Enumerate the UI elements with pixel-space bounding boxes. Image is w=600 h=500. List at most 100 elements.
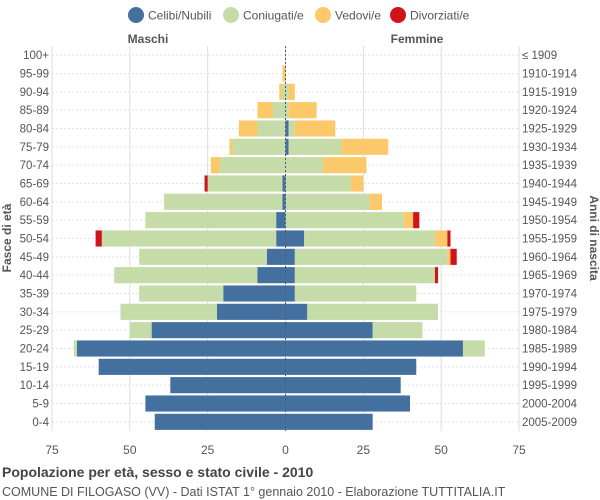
birth-year-label-13: 1970-1974 — [522, 289, 578, 301]
bar-male-divorziati-65-69 — [204, 175, 208, 192]
bar-female-nubili-75-79 — [285, 138, 289, 155]
bar-male-vedovi-75-79 — [229, 138, 233, 155]
bar-female-coniugate-20-24 — [462, 340, 485, 357]
bar-male-celibi-30-34 — [217, 303, 286, 320]
bar-male-divorziati-50-54 — [95, 230, 102, 247]
birth-year-label-17: 1990-1994 — [522, 362, 578, 374]
bar-male-celibi-15-19 — [98, 358, 286, 375]
bar-male-celibi-55-59 — [276, 212, 286, 229]
bar-female-coniugate-90-94 — [285, 83, 289, 100]
bar-female-coniugate-25-29 — [372, 322, 423, 339]
legend-label-3: Divorziati/e — [410, 9, 470, 23]
y-axis-title-left: Fasce di età — [0, 203, 14, 272]
bar-female-nubili-0-4 — [285, 413, 373, 430]
bar-male-coniugati-65-69 — [207, 175, 283, 192]
birth-year-label-1: 1910-1914 — [522, 69, 578, 81]
age-label-15: 25-29 — [20, 325, 49, 337]
age-label-9: 55-59 — [20, 215, 49, 227]
age-label-0: 100+ — [23, 50, 49, 62]
birth-year-label-9: 1950-1954 — [522, 215, 578, 227]
legend-marker-0 — [128, 7, 144, 23]
bar-female-nubili-50-54 — [285, 230, 305, 247]
age-label-20: 0-4 — [32, 417, 49, 429]
bar-female-vedove-60-64 — [369, 193, 383, 210]
birth-year-label-16: 1985-1989 — [522, 344, 577, 356]
bar-female-nubili-80-84 — [285, 120, 289, 137]
bar-male-celibi-0-4 — [154, 413, 286, 430]
age-label-13: 35-39 — [20, 289, 49, 301]
header-femmine: Femmine — [391, 32, 444, 46]
bar-male-coniugati-20-24 — [73, 340, 77, 357]
bar-female-vedove-50-54 — [434, 230, 448, 247]
birth-year-label-14: 1975-1979 — [522, 307, 577, 319]
x-tick-label-2: 25 — [201, 443, 215, 457]
bar-male-celibi-35-39 — [223, 285, 286, 302]
birth-year-label-15: 1980-1984 — [522, 325, 578, 337]
bar-female-coniugate-85-89 — [285, 102, 289, 119]
chart-title: Popolazione per età, sesso e stato civil… — [2, 464, 314, 480]
bar-male-coniugati-55-59 — [145, 212, 277, 229]
bar-female-nubili-25-29 — [285, 322, 373, 339]
age-label-16: 20-24 — [20, 344, 50, 356]
y-axis-title-right: Anni di nascita — [587, 195, 600, 281]
age-label-2: 90-94 — [20, 87, 50, 99]
age-label-4: 80-84 — [20, 124, 50, 136]
bar-male-coniugati-40-44 — [114, 267, 258, 284]
birth-year-label-0: ≤ 1909 — [522, 50, 557, 62]
legend-label-1: Coniugati/e — [243, 9, 304, 23]
bar-male-coniugati-75-79 — [232, 138, 286, 155]
bar-male-celibi-60-64 — [282, 193, 286, 210]
birth-year-label-7: 1940-1944 — [522, 179, 578, 191]
bar-female-nubili-35-39 — [285, 285, 295, 302]
bar-female-vedove-75-79 — [341, 138, 389, 155]
age-label-1: 95-99 — [20, 69, 49, 81]
bar-male-coniugati-30-34 — [120, 303, 218, 320]
bar-female-coniugate-80-84 — [288, 120, 295, 137]
birth-year-label-10: 1955-1959 — [522, 234, 577, 246]
bar-male-coniugati-50-54 — [101, 230, 277, 247]
bar-male-vedovi-95-99 — [282, 65, 286, 82]
birth-year-label-20: 2005-2009 — [522, 417, 577, 429]
age-label-18: 10-14 — [20, 380, 50, 392]
bar-female-vedove-85-89 — [288, 102, 317, 119]
chart-subtitle: COMUNE DI FILOGASO (VV) - Dati ISTAT 1° … — [2, 485, 506, 499]
x-tick-label-4: 25 — [357, 443, 371, 457]
birth-year-label-4: 1925-1929 — [522, 124, 577, 136]
bar-male-vedovi-80-84 — [238, 120, 258, 137]
bar-male-coniugati-90-94 — [282, 83, 286, 100]
birth-year-label-8: 1945-1949 — [522, 197, 577, 209]
header-maschi: Maschi — [128, 32, 169, 46]
bar-male-vedovi-85-89 — [257, 102, 274, 119]
bar-female-nubili-15-19 — [285, 358, 417, 375]
legend-marker-2 — [315, 7, 331, 23]
age-label-19: 5-9 — [32, 399, 49, 411]
bar-female-divorziate-45-49 — [450, 248, 457, 265]
x-tick-label-5: 50 — [434, 443, 448, 457]
age-label-11: 45-49 — [20, 252, 49, 264]
bar-female-coniugate-75-79 — [288, 138, 342, 155]
birth-year-label-12: 1965-1969 — [522, 270, 577, 282]
age-label-5: 75-79 — [20, 142, 49, 154]
bar-female-coniugate-60-64 — [285, 193, 370, 210]
bar-male-coniugati-60-64 — [164, 193, 283, 210]
bar-male-celibi-40-44 — [257, 267, 286, 284]
birth-year-label-3: 1920-1924 — [522, 105, 578, 117]
age-label-12: 40-44 — [20, 270, 50, 282]
bar-male-celibi-25-29 — [151, 322, 286, 339]
age-label-17: 15-19 — [20, 362, 49, 374]
legend-marker-1 — [223, 7, 239, 23]
birth-year-label-11: 1960-1964 — [522, 252, 578, 264]
bar-male-celibi-50-54 — [276, 230, 286, 247]
bar-female-divorziate-55-59 — [413, 212, 420, 229]
age-label-6: 70-74 — [20, 160, 50, 172]
legend-marker-3 — [390, 7, 406, 23]
bar-male-coniugati-80-84 — [257, 120, 286, 137]
bar-female-vedove-65-69 — [350, 175, 364, 192]
population-pyramid-chart: 100+ ≤ 1909 95-99 1910-1914 90-94 1915-1919 85… — [0, 7, 600, 457]
bar-female-nubili-5-9 — [285, 395, 411, 412]
bar-male-celibi-5-9 — [145, 395, 286, 412]
birth-year-label-5: 1930-1934 — [522, 142, 578, 154]
bar-female-vedove-80-84 — [294, 120, 336, 137]
bar-male-vedovi-70-74 — [210, 157, 221, 174]
age-label-3: 85-89 — [20, 105, 49, 117]
